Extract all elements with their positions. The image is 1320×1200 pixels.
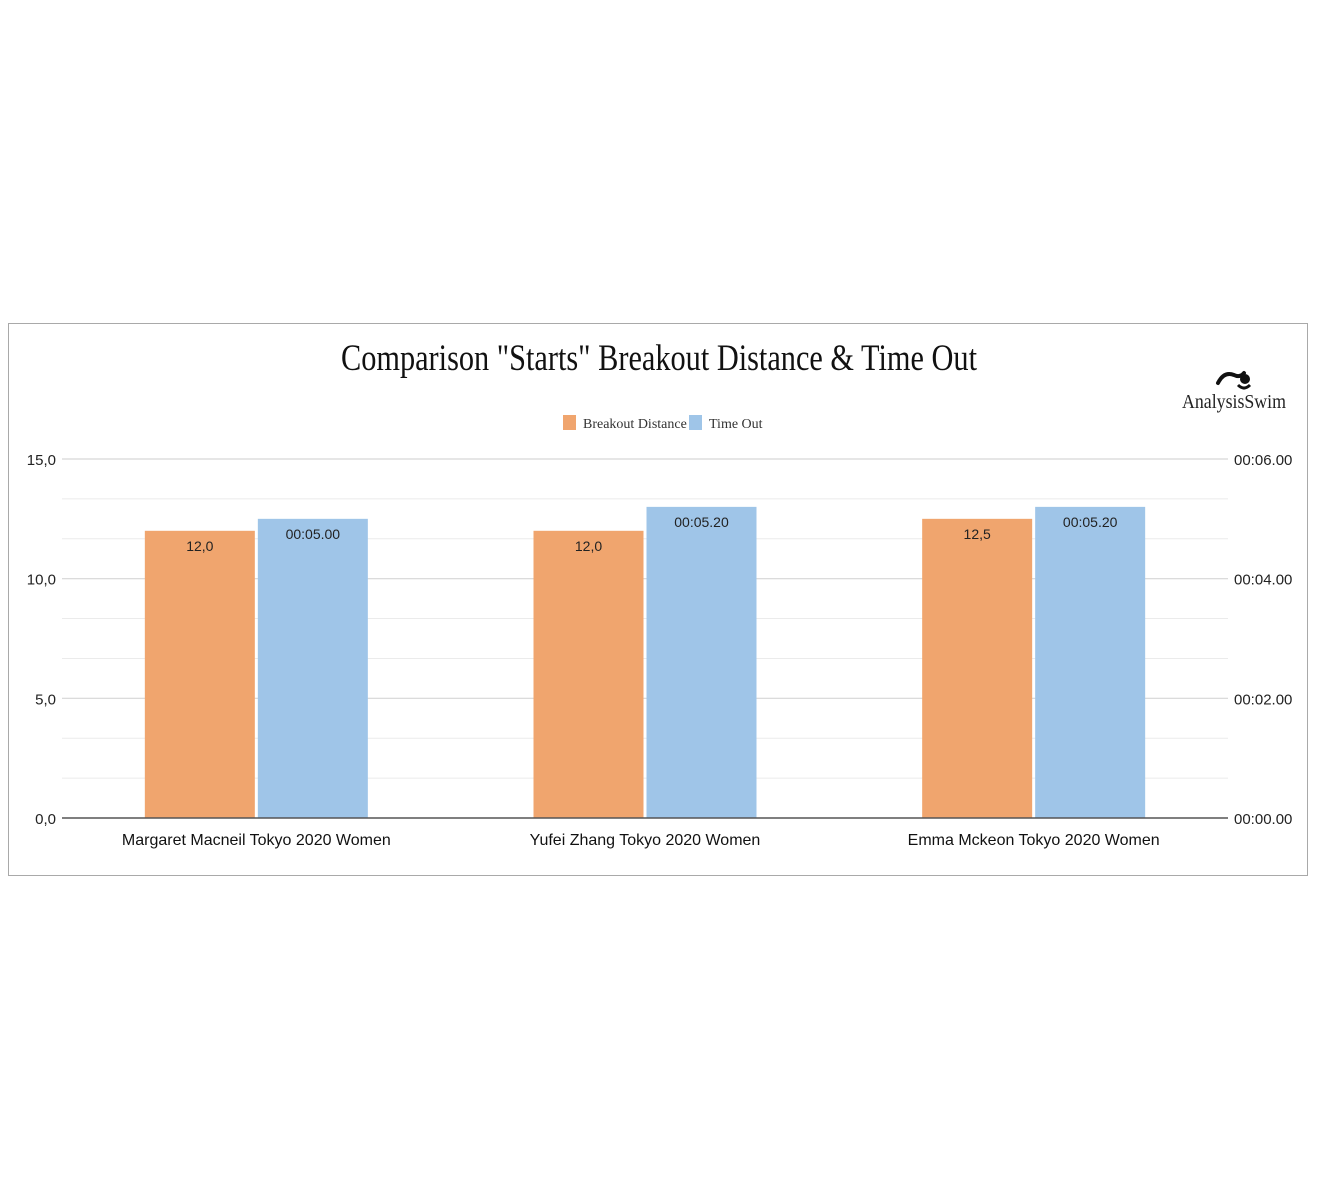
logo: AnalysisSwim xyxy=(1182,371,1286,413)
left-tick-label: 10,0 xyxy=(27,572,56,589)
left-tick-label: 5,0 xyxy=(35,691,56,708)
swimmer-icon xyxy=(1216,371,1252,390)
legend-swatch xyxy=(563,415,576,430)
data-label: 12,0 xyxy=(575,538,602,554)
right-tick-label: 00:04.00 xyxy=(1234,572,1292,589)
gridlines xyxy=(62,458,1228,779)
bar-breakout-distance xyxy=(144,530,255,818)
data-labels: 12,0 00:05.00 12,0 00:05.20 12,5 00:05.20 xyxy=(186,514,1117,554)
left-axis: 0,0 5,0 10,0 15,0 xyxy=(27,452,56,828)
bar-time-out xyxy=(257,518,368,818)
data-label: 00:05.00 xyxy=(286,526,341,542)
left-tick-label: 0,0 xyxy=(35,811,56,828)
category-label: Emma Mckeon Tokyo 2020 Women xyxy=(908,832,1160,849)
data-label: 12,0 xyxy=(186,538,213,554)
bar-time-out xyxy=(646,506,757,818)
left-tick-label: 15,0 xyxy=(27,452,56,469)
bars xyxy=(144,506,1146,818)
category-label: Margaret Macneil Tokyo 2020 Women xyxy=(122,832,391,849)
x-axis-categories: Margaret Macneil Tokyo 2020 Women Yufei Z… xyxy=(122,832,1160,849)
right-tick-label: 00:06.00 xyxy=(1234,452,1292,469)
data-label: 12,5 xyxy=(964,526,991,542)
bar-time-out xyxy=(1035,506,1146,818)
logo-text: AnalysisSwim xyxy=(1182,391,1286,413)
data-label: 00:05.20 xyxy=(1063,514,1118,530)
bar-breakout-distance xyxy=(922,518,1033,818)
right-axis: 00:00.00 00:02.00 00:04.00 00:06.00 xyxy=(1234,452,1292,828)
bar-breakout-distance xyxy=(533,530,644,818)
legend-swatch xyxy=(689,415,702,430)
legend: Breakout Distance Time Out xyxy=(563,415,763,432)
chart-title: Comparison "Starts" Breakout Distance & … xyxy=(341,338,978,379)
category-label: Yufei Zhang Tokyo 2020 Women xyxy=(530,832,761,849)
data-label: 00:05.20 xyxy=(674,514,729,530)
right-tick-label: 00:00.00 xyxy=(1234,811,1292,828)
legend-label: Time Out xyxy=(709,417,763,432)
legend-label: Breakout Distance xyxy=(583,417,687,432)
right-tick-label: 00:02.00 xyxy=(1234,691,1292,708)
